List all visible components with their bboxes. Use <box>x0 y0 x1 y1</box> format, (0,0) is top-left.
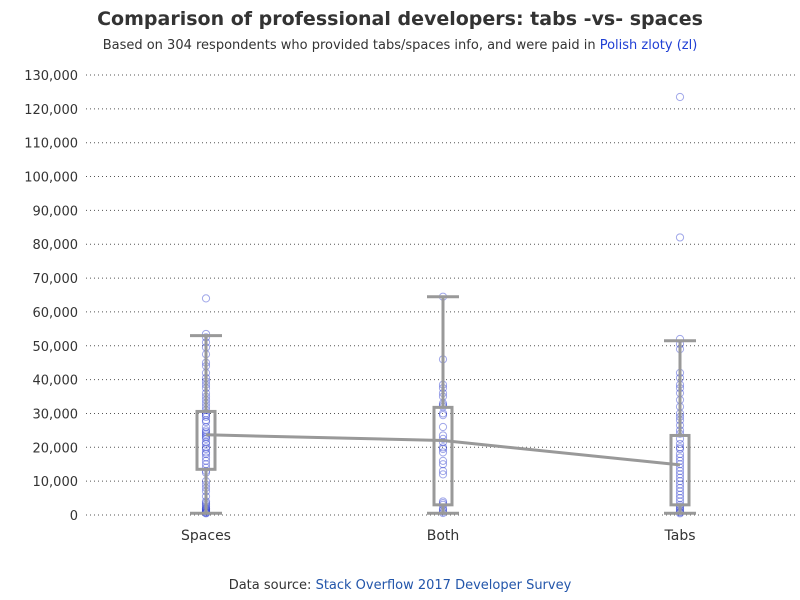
box-tabs <box>669 433 691 507</box>
data-point <box>675 480 685 489</box>
x-tick-label: Both <box>427 528 460 544</box>
y-tick-label: 80,000 <box>33 238 79 253</box>
median-connector <box>205 433 681 467</box>
data-source: Data source: Stack Overflow 2017 Develop… <box>0 578 800 593</box>
data-point <box>675 233 685 242</box>
y-tick-label: 50,000 <box>33 340 79 355</box>
data-point <box>438 448 448 457</box>
data-point <box>675 470 685 479</box>
y-tick-label: 130,000 <box>24 69 78 84</box>
median-line <box>205 433 681 467</box>
data-point <box>201 444 211 454</box>
data-point <box>201 453 211 462</box>
data-point <box>201 449 211 459</box>
data-point <box>675 439 685 449</box>
data-point <box>675 493 685 503</box>
data-point <box>438 456 448 465</box>
chart-subtitle: Based on 304 respondents who provided ta… <box>0 38 800 53</box>
data-point <box>438 460 448 469</box>
subtitle-text: Based on 304 respondents who provided ta… <box>102 38 600 53</box>
data-point <box>201 439 211 449</box>
data-point <box>438 434 448 443</box>
source-link[interactable]: Stack Overflow 2017 Developer Survey <box>315 578 572 593</box>
data-point <box>675 444 685 454</box>
y-tick-label: 60,000 <box>33 306 79 321</box>
data-point <box>438 466 448 476</box>
y-tick-label: 70,000 <box>33 272 79 287</box>
box-spaces <box>195 409 217 471</box>
box-plots <box>190 295 696 515</box>
data-point <box>201 416 211 425</box>
data-point <box>438 411 448 420</box>
data-point <box>675 487 685 496</box>
data-point <box>201 438 211 447</box>
y-tick-label: 40,000 <box>33 374 79 389</box>
x-tick-label: Spaces <box>181 528 231 544</box>
data-point <box>675 483 685 493</box>
box-both <box>432 405 454 507</box>
data-point <box>675 490 685 499</box>
y-tick-label: 0 <box>70 509 78 524</box>
data-point <box>201 417 211 427</box>
currency-label: Polish zloty (zl) <box>599 38 698 53</box>
data-point <box>675 443 685 452</box>
x-tick-label: Tabs <box>664 528 696 544</box>
data-point <box>438 409 448 418</box>
y-tick-label: 120,000 <box>24 103 78 118</box>
data-point <box>675 453 685 462</box>
data-point <box>201 443 211 452</box>
data-point <box>675 92 685 102</box>
chart-title: Comparison of professional developers: t… <box>97 8 703 30</box>
data-point <box>438 470 448 479</box>
data-point <box>201 294 211 303</box>
source-prefix: Data source: <box>228 578 316 593</box>
data-point <box>675 466 685 476</box>
data-point <box>201 426 211 435</box>
y-tick-label: 30,000 <box>33 407 79 422</box>
y-tick-label: 100,000 <box>24 171 78 186</box>
data-point <box>675 473 685 482</box>
y-tick-label: 110,000 <box>24 137 78 152</box>
data-point <box>438 444 448 454</box>
data-point <box>675 477 685 486</box>
data-point <box>201 448 211 457</box>
data-point <box>201 433 211 442</box>
data-point <box>438 443 448 452</box>
y-axis-tick-labels: 0 10,000 20,000 30,000 40,000 50,000 60,000 70,… <box>24 69 78 524</box>
data-point <box>201 422 211 432</box>
y-tick-label: 90,000 <box>33 204 79 219</box>
y-tick-label: 20,000 <box>33 441 79 456</box>
data-point <box>201 412 211 421</box>
data-point <box>438 422 448 432</box>
y-tick-label: 10,000 <box>33 475 79 490</box>
data-point <box>675 449 685 459</box>
data-point <box>201 456 211 465</box>
x-axis-tick-labels: Spaces Both Tabs <box>181 528 695 544</box>
